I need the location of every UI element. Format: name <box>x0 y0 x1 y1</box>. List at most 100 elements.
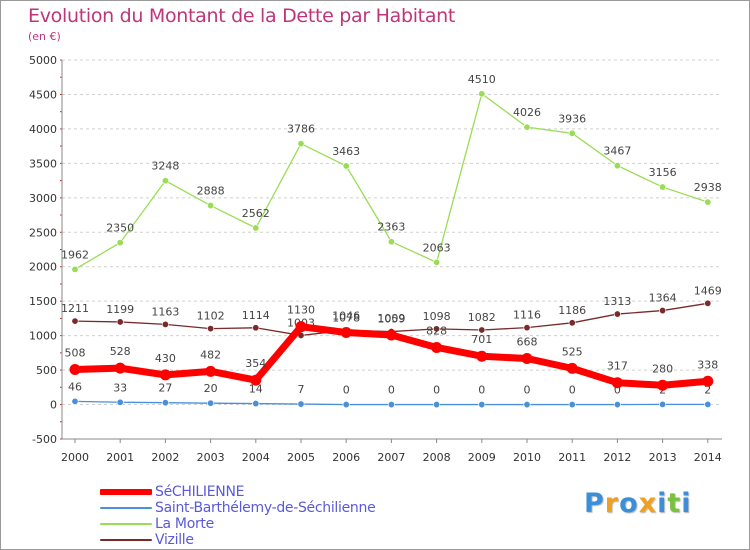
series-s-chilienne: 508 528 430 482 354 1130 1046 1009 828 701 668 525 3… <box>65 304 718 391</box>
data-label: 2063 <box>423 241 451 254</box>
data-label: 46 <box>68 380 82 393</box>
legend-swatch-sechilienne <box>100 489 152 495</box>
data-point <box>297 400 305 408</box>
x-tick-label: 2002 <box>151 451 179 464</box>
data-point <box>342 401 350 409</box>
data-point <box>523 324 531 332</box>
x-tick-label: 2007 <box>377 451 405 464</box>
data-label: 1364 <box>649 292 677 305</box>
data-label: 508 <box>65 347 86 360</box>
data-point <box>431 341 443 353</box>
data-point <box>659 400 667 408</box>
data-label: 0 <box>614 384 621 397</box>
data-point <box>433 325 441 333</box>
data-label: 525 <box>562 345 583 358</box>
data-point <box>523 401 531 409</box>
data-label: 701 <box>471 333 492 346</box>
x-tick-label: 2003 <box>197 451 225 464</box>
data-point <box>252 400 260 408</box>
legend-swatch-saint-barthelemy <box>100 507 152 509</box>
data-point <box>252 324 260 332</box>
y-tick-label: 4000 <box>29 123 57 136</box>
data-label: 0 <box>478 384 485 397</box>
data-label: 430 <box>155 352 176 365</box>
proxiti-logo: Proxiti <box>584 488 692 519</box>
x-tick-label: 2009 <box>468 451 496 464</box>
series-la-morte: 1962 2350 3248 2888 2562 3786 3463 2363 2063 4510… <box>61 73 722 273</box>
data-label: 0 <box>343 384 350 397</box>
data-label: 1313 <box>603 295 631 308</box>
data-point <box>340 326 352 338</box>
data-label: 1116 <box>513 309 541 322</box>
data-point <box>704 299 712 307</box>
data-point <box>297 140 305 148</box>
legend-item-vizille: Vizille <box>100 532 500 548</box>
x-tick-label: 2010 <box>513 451 541 464</box>
data-point <box>159 369 171 381</box>
data-label: 1469 <box>694 284 722 297</box>
y-tick-label: 3500 <box>29 157 57 170</box>
data-point <box>613 310 621 318</box>
data-label: 3156 <box>649 166 677 179</box>
data-point <box>205 365 217 377</box>
y-tick-label: 2000 <box>29 261 57 274</box>
data-point <box>659 307 667 315</box>
data-point <box>252 224 260 232</box>
logo-letter: r <box>604 488 620 519</box>
x-tick-label: 2001 <box>106 451 134 464</box>
data-label: 1098 <box>423 310 451 323</box>
data-label: 1009 <box>377 312 405 325</box>
data-label: 20 <box>204 382 218 395</box>
legend-swatch-la-morte <box>100 523 152 525</box>
data-label: 482 <box>200 348 221 361</box>
y-tick-label: 1500 <box>29 295 57 308</box>
data-label: 1962 <box>61 248 89 261</box>
y-tick-label: 500 <box>36 364 57 377</box>
data-label: 1186 <box>558 304 586 317</box>
data-point <box>704 198 712 206</box>
data-label: 1102 <box>197 310 225 323</box>
x-tick-label: 2013 <box>649 451 677 464</box>
data-point <box>116 239 124 247</box>
series-vizille: 1211119911631102111410031078105910981082… <box>61 284 722 339</box>
data-point <box>521 353 533 365</box>
chart-legend: SéCHILIENNE Saint-Barthélemy-de-Séchilie… <box>100 484 500 548</box>
data-point <box>161 177 169 185</box>
x-tick-label: 2005 <box>287 451 315 464</box>
logo-letter: o <box>619 488 639 519</box>
legend-label-vizille: Vizille <box>155 532 194 548</box>
x-tick-label: 2012 <box>603 451 631 464</box>
data-point <box>568 129 576 137</box>
logo-letter: i <box>681 488 692 519</box>
data-point <box>387 401 395 409</box>
data-point <box>250 374 262 386</box>
data-point <box>161 320 169 328</box>
y-tick-label: 5000 <box>29 54 57 67</box>
data-label: 3936 <box>558 112 586 125</box>
x-tick-label: 2004 <box>242 451 270 464</box>
legend-swatch-vizille <box>100 539 152 541</box>
data-label: 0 <box>433 384 440 397</box>
y-tick-label: 3000 <box>29 192 57 205</box>
y-tick-label: -500 <box>32 433 57 446</box>
data-label: 0 <box>569 384 576 397</box>
data-point <box>657 379 669 391</box>
data-point <box>295 321 307 333</box>
data-point <box>71 265 79 273</box>
data-label: 0 <box>388 384 395 397</box>
x-tick-label: 2011 <box>558 451 586 464</box>
data-label: 668 <box>517 336 538 349</box>
logo-letter: t <box>667 488 682 519</box>
data-label: 3467 <box>603 145 631 158</box>
data-point <box>478 90 486 98</box>
data-point <box>69 364 81 376</box>
data-label: 2363 <box>377 221 405 234</box>
x-tick-label: 2000 <box>61 451 89 464</box>
data-label: 14 <box>249 383 263 396</box>
y-tick-label: 1000 <box>29 330 57 343</box>
data-label: 1130 <box>287 304 315 317</box>
legend-item-saint-barthelemy: Saint-Barthélemy-de-Séchilienne <box>100 500 500 516</box>
data-point <box>523 123 531 131</box>
data-label: 4026 <box>513 106 541 119</box>
